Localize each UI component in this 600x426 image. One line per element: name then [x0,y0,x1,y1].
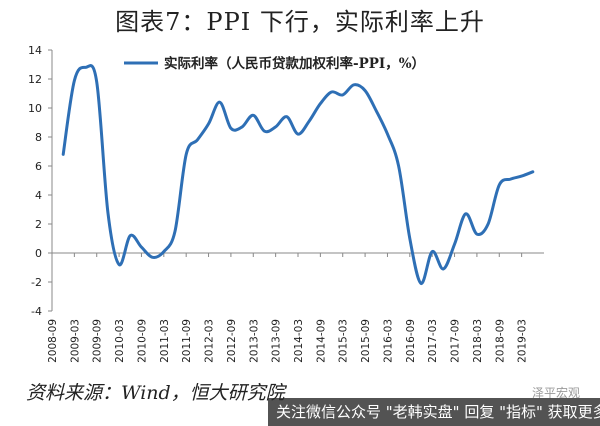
x-tick-label: 2011-03 [159,319,171,363]
legend-label: 实际利率（人民币贷款加权利率-PPI，%） [164,55,425,72]
series-line-real-rate [61,64,535,285]
x-tick-label: 2012-03 [204,319,216,363]
y-tick-label: 2 [35,218,42,231]
y-tick-label: 10 [28,102,42,115]
x-tick-label: 2017-09 [450,319,462,363]
series-group [61,64,535,285]
y-tick-label: 0 [35,247,42,260]
x-tick-label: 2014-03 [293,319,305,363]
x-tick-label: 2018-03 [472,319,484,363]
watermark: 泽平宏观 [531,386,580,400]
x-tick-label: 2010-09 [136,319,148,363]
y-tick-label: 8 [35,131,42,144]
x-tick-label: 2011-09 [181,319,193,363]
chart-title: 图表7：PPI 下行，实际利率上升 [115,8,485,36]
x-tick-label: 2017-03 [427,319,439,363]
y-tick-label: 4 [35,189,42,202]
x-tick-label: 2014-09 [315,319,327,363]
x-tick-label: 2009-03 [69,319,81,363]
y-tick-label: 6 [35,160,42,173]
x-tick-label: 2016-03 [382,319,394,363]
x-tick-label: 2013-09 [271,319,283,363]
x-tick-label: 2012-09 [226,319,238,363]
x-tick-label: 2019-03 [517,319,529,363]
source-note: 资料来源：Wind，恒大研究院 [26,382,285,404]
bottom-banner: 关注微信公众号 "老韩实盘" 回复 "指标" 获取更多 [268,398,600,426]
x-tick-label: 2015-09 [360,319,372,363]
y-tick-label: -4 [31,305,42,318]
chart-area: -4 -2 0 2 4 6 8 10 12 14 2008-09 2009-03 2009-09 2010… [0,40,600,376]
x-tick-label: 2018-09 [494,319,506,363]
x-tick-label: 2008-09 [47,319,59,363]
y-tick-label: -2 [31,276,42,289]
line-chart: -4 -2 0 2 4 6 8 10 12 14 2008-09 2009-03 2009-09 2010… [28,44,544,363]
x-tick-label: 2015-03 [338,319,350,363]
y-tick-label: 14 [28,44,42,57]
x-tick-label: 2009-09 [92,319,104,363]
legend: 实际利率（人民币贷款加权利率-PPI，%） [124,55,425,72]
x-tick-label: 2010-03 [114,319,126,363]
axes: -4 -2 0 2 4 6 8 10 12 14 2008-09 2009-03 2009-09 2010… [28,44,544,363]
y-tick-label: 12 [28,73,42,86]
x-tick-label: 2016-09 [405,319,417,363]
x-tick-label: 2013-03 [248,319,260,363]
